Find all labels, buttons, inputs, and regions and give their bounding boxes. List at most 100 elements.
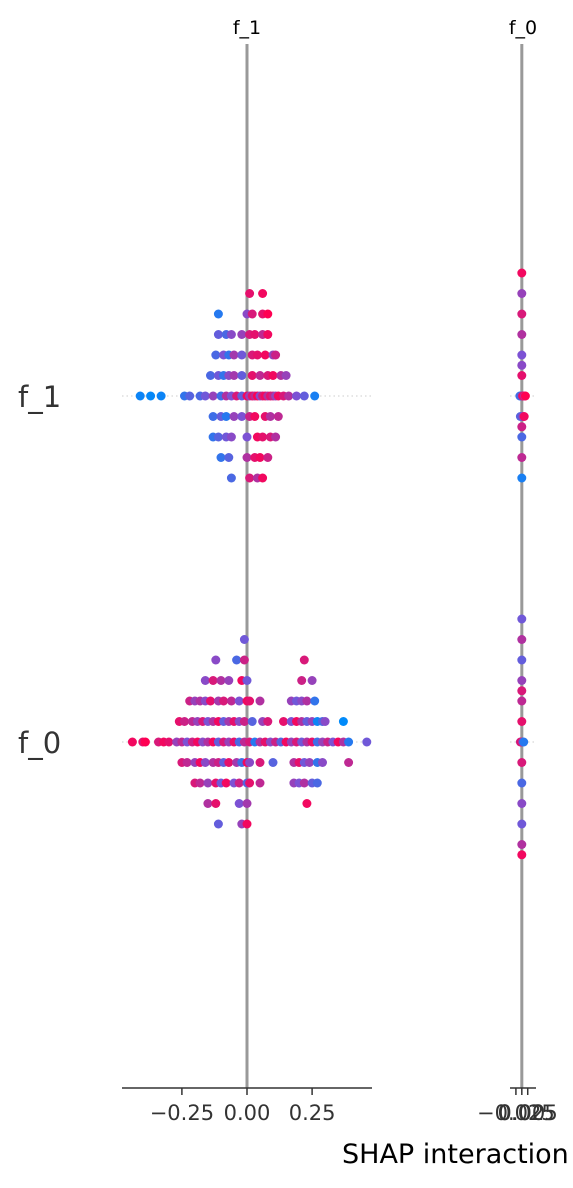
data-point	[135, 391, 145, 401]
row-gridlines	[122, 395, 536, 743]
data-point	[239, 655, 249, 665]
data-point	[245, 778, 255, 788]
data-point	[255, 371, 265, 380]
data-point	[219, 696, 229, 706]
data-point	[234, 778, 244, 788]
data-point	[279, 717, 288, 726]
data-point	[268, 371, 278, 380]
data-point	[517, 422, 527, 432]
data-point	[216, 676, 226, 685]
data-point	[517, 655, 527, 665]
data-point	[263, 309, 273, 319]
data-point	[517, 840, 527, 849]
data-point	[164, 737, 174, 747]
data-point	[224, 676, 234, 685]
data-point	[517, 696, 527, 706]
data-point	[180, 717, 189, 726]
data-point	[211, 350, 221, 360]
scatter-points	[127, 268, 530, 860]
feature-label-f-0: f_0	[18, 726, 61, 760]
zero-lines	[245, 44, 524, 1088]
data-point	[229, 350, 239, 360]
data-point	[258, 473, 268, 483]
data-point	[200, 676, 210, 685]
data-point	[271, 432, 281, 442]
data-point	[250, 412, 260, 421]
data-point	[268, 758, 278, 767]
data-point	[517, 371, 527, 380]
data-point	[213, 432, 223, 442]
data-point	[226, 432, 236, 442]
data-point	[195, 778, 205, 788]
data-point	[221, 412, 231, 421]
x-tick-label: 0.00	[498, 1101, 545, 1125]
data-point	[258, 289, 268, 298]
data-point	[234, 799, 244, 808]
data-point	[211, 655, 221, 665]
data-point	[208, 676, 218, 685]
data-point	[517, 432, 527, 442]
data-point	[226, 473, 236, 483]
data-point	[517, 309, 527, 319]
data-point	[200, 391, 210, 401]
data-point	[305, 758, 314, 767]
data-point	[211, 799, 221, 808]
data-point	[237, 412, 247, 421]
data-point	[237, 371, 247, 380]
data-point	[299, 391, 309, 401]
data-point	[239, 717, 249, 726]
x-tick-label: −0.025	[477, 1101, 555, 1125]
data-point	[517, 289, 527, 298]
data-point	[517, 778, 527, 788]
data-point	[299, 655, 309, 665]
data-point	[203, 778, 213, 788]
data-point	[247, 717, 257, 726]
data-point	[292, 391, 301, 401]
data-point	[245, 473, 255, 483]
data-point	[344, 758, 354, 767]
data-point	[206, 696, 215, 706]
data-point	[519, 412, 529, 421]
data-point	[312, 778, 322, 788]
data-point	[234, 696, 244, 706]
data-point	[519, 737, 529, 747]
data-point	[344, 737, 354, 747]
x-tick-label: 0.25	[289, 1101, 336, 1125]
x-tick-label: 0.00	[224, 1101, 271, 1125]
data-point	[299, 778, 309, 788]
data-point	[224, 758, 234, 767]
data-point	[517, 453, 527, 462]
data-point	[307, 676, 317, 685]
data-point	[229, 371, 239, 380]
data-point	[255, 758, 265, 767]
data-point	[302, 799, 312, 808]
data-point	[242, 819, 252, 829]
data-point	[302, 696, 312, 706]
data-point	[263, 330, 273, 339]
data-point	[517, 717, 527, 726]
data-point	[213, 819, 223, 829]
data-point	[229, 412, 239, 421]
data-point	[146, 391, 156, 401]
data-point	[156, 391, 166, 401]
x-tick-label: −0.25	[150, 1101, 214, 1125]
data-point	[250, 330, 260, 339]
data-point	[517, 635, 527, 644]
data-point	[265, 412, 275, 421]
data-point	[517, 758, 527, 767]
data-point	[140, 737, 150, 747]
panel-title-f-0: f_0	[509, 17, 537, 39]
data-point	[517, 330, 527, 339]
data-point	[260, 350, 270, 360]
data-point	[517, 614, 527, 624]
data-point	[226, 330, 236, 339]
data-point	[338, 717, 348, 726]
data-point	[245, 758, 255, 767]
data-point	[517, 676, 527, 685]
data-point	[517, 819, 527, 829]
data-point	[255, 778, 265, 788]
data-point	[263, 453, 273, 462]
data-point	[297, 676, 307, 685]
data-point	[255, 453, 265, 462]
